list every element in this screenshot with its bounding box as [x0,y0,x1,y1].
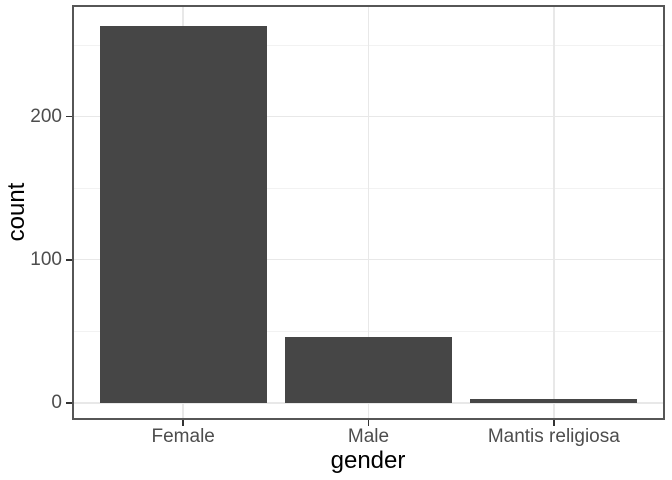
x-tick-mark [182,420,184,426]
y-tick-mark [66,115,72,118]
bar-male [285,337,452,403]
bars-layer [72,5,665,420]
y-tick-label: 100 [30,248,62,270]
y-tick-mark [66,402,72,404]
y-axis-title: count [3,182,30,242]
gridline-vertical [367,5,370,420]
x-tick-label: Mantis religiosa [487,426,620,447]
y-tick-label: 200 [30,105,62,127]
bar-mantis-religiosa [470,398,638,403]
x-tick-mark [553,420,555,426]
x-tick-mark [367,420,370,426]
plot-panel [72,5,665,420]
y-tick-label: 0 [51,391,62,413]
y-tick-mark [66,258,72,261]
x-axis-title: gender [330,447,406,474]
gridline-vertical [553,5,555,420]
x-tick-label: Female [151,426,215,447]
x-tick-label: Male [347,426,390,447]
bar-female [99,26,267,403]
